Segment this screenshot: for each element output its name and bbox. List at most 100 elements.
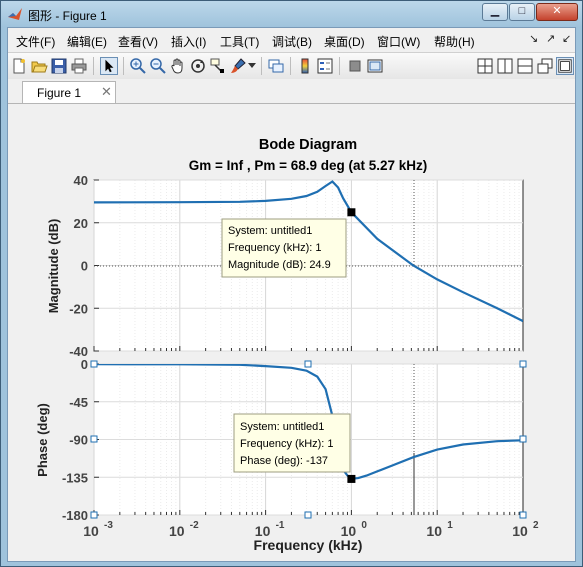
menu-window[interactable]: 窗口(W)	[377, 35, 421, 49]
magnitude-ticks	[93, 179, 520, 352]
resize-handle[interactable]	[304, 511, 312, 519]
menu-tools[interactable]: 工具(T)	[220, 35, 260, 49]
maximize-button[interactable]: □	[509, 3, 535, 21]
colorbar-icon[interactable]	[296, 57, 314, 75]
title-bar[interactable]: 图形 - Figure 1 ▁ □ ✕	[1, 1, 582, 27]
float-icon[interactable]	[536, 57, 554, 75]
datatip-line: System: untitled1	[240, 421, 324, 433]
datatip-marker[interactable]	[347, 474, 356, 483]
figure-canvas[interactable]: Bode Diagram Gm = Inf , Pm = 68.9 deg (a…	[8, 104, 575, 561]
resize-handle[interactable]	[519, 360, 527, 368]
tab-figure-1[interactable]: Figure 1 ✕	[22, 81, 116, 103]
menu-insert[interactable]: 插入(I)	[171, 35, 207, 49]
magnitude-datatip[interactable]: System: untitled1 Frequency (kHz): 1 Mag…	[221, 208, 356, 278]
show-plot-tools-icon[interactable]	[366, 57, 384, 75]
x-tick-exponent: -1	[276, 520, 285, 531]
x-tick-label: 10	[255, 523, 271, 539]
tile-horizontal-icon[interactable]	[496, 57, 514, 75]
menu-view[interactable]: 查看(V)	[118, 35, 158, 49]
close-button[interactable]: ✕	[536, 3, 578, 21]
zoom-in-icon[interactable]	[129, 57, 147, 75]
x-tick-label: 10	[426, 523, 442, 539]
tab-close-icon[interactable]: ✕	[101, 84, 112, 99]
y-tick-label: 0	[81, 259, 88, 274]
tile-vertical-icon[interactable]	[516, 57, 534, 75]
resize-handle[interactable]	[519, 511, 527, 519]
dock-icon[interactable]	[556, 57, 574, 75]
y-tick-label: -180	[62, 508, 88, 523]
new-figure-icon[interactable]	[10, 57, 28, 75]
y-tick-label: -45	[69, 395, 88, 410]
rotate-3d-icon[interactable]	[189, 57, 207, 75]
print-icon[interactable]	[70, 57, 88, 75]
tab-label: Figure 1	[37, 86, 82, 100]
datatip-box	[221, 218, 347, 278]
x-tick-exponent: 2	[533, 520, 539, 531]
pan-hand-icon[interactable]	[169, 57, 187, 75]
x-tick-exponent: -2	[190, 520, 199, 531]
datatip-line: Magnitude (dB): 24.9	[228, 259, 331, 271]
open-icon[interactable]	[30, 57, 48, 75]
x-tick-label: 10	[341, 523, 357, 539]
phase-tick-labels: -180 -135 -90 -45 0	[62, 357, 88, 523]
magnitude-curve[interactable]	[94, 180, 523, 323]
x-tick-label: 10	[169, 523, 185, 539]
resize-handle[interactable]	[90, 360, 98, 368]
frequency-tick-labels: 10 -3 10 -2 10 -1 10 0 10 1 10 2	[83, 520, 539, 539]
figure-client-area: 文件(F) 编辑(E) 查看(V) 插入(I) 工具(T) 调试(B) 桌面(D…	[7, 27, 576, 562]
x-tick-label: 10	[83, 523, 99, 539]
y-tick-label: -135	[62, 470, 88, 485]
brush-dropdown-icon[interactable]	[248, 63, 256, 69]
save-icon[interactable]	[50, 57, 68, 75]
hide-plot-tools-icon[interactable]	[346, 57, 364, 75]
phase-datatip[interactable]: System: untitled1 Frequency (kHz): 1 Pha…	[233, 413, 356, 483]
resize-handle[interactable]	[90, 511, 98, 519]
magnitude-axis-label: Magnitude (dB)	[46, 219, 61, 314]
minimize-button[interactable]: ▁	[482, 3, 508, 21]
magnitude-tick-labels: -40 -20 0 20 40	[69, 173, 88, 359]
phase-axes-handles[interactable]	[90, 360, 527, 519]
menu-edit[interactable]: 编辑(E)	[67, 35, 107, 49]
chart-subtitle: Gm = Inf , Pm = 68.9 deg (at 5.27 kHz)	[189, 158, 428, 173]
phase-axis-label: Phase (deg)	[35, 403, 50, 477]
figure-tab-strip: Figure 1 ✕	[8, 79, 575, 104]
datatip-line: Frequency (kHz): 1	[240, 438, 334, 450]
resize-handle[interactable]	[304, 360, 312, 368]
y-tick-label: -90	[69, 433, 88, 448]
x-tick-exponent: -3	[104, 520, 113, 531]
x-tick-label: 10	[512, 523, 528, 539]
zoom-out-icon[interactable]	[149, 57, 167, 75]
matlab-app-icon	[8, 8, 22, 20]
brush-icon[interactable]	[229, 57, 247, 75]
resize-handle[interactable]	[90, 435, 98, 443]
y-tick-label: 40	[74, 173, 88, 188]
datatip-line: System: untitled1	[228, 225, 312, 237]
menu-file[interactable]: 文件(F)	[16, 35, 56, 49]
x-tick-exponent: 1	[447, 520, 453, 531]
undock-arrow-icon[interactable]: ↗	[546, 33, 556, 45]
menu-desktop[interactable]: 桌面(D)	[324, 35, 365, 49]
dock-arrow-icon[interactable]: ↘	[529, 33, 539, 45]
y-tick-label: 0	[81, 357, 88, 372]
menu-debug[interactable]: 调试(B)	[272, 35, 312, 49]
pointer-icon[interactable]	[100, 57, 118, 75]
datatip-box	[233, 413, 351, 473]
datatip-marker[interactable]	[347, 208, 356, 217]
x-tick-exponent: 0	[361, 520, 367, 531]
datatip-line: Frequency (kHz): 1	[228, 242, 322, 254]
data-cursor-icon[interactable]	[209, 57, 227, 75]
menu-help[interactable]: 帮助(H)	[434, 35, 475, 49]
link-plot-icon[interactable]	[267, 57, 285, 75]
y-tick-label: -40	[69, 344, 88, 359]
tile-grid-icon[interactable]	[476, 57, 494, 75]
phase-curve[interactable]	[94, 364, 523, 481]
minimize-arrow-icon[interactable]: ↙	[562, 33, 572, 45]
y-tick-label: 20	[74, 216, 88, 231]
legend-icon[interactable]	[316, 57, 334, 75]
resize-handle[interactable]	[519, 435, 527, 443]
window-title: 图形 - Figure 1	[28, 9, 107, 23]
figure-toolbar	[8, 52, 575, 80]
datatip-line: Phase (deg): -137	[240, 455, 328, 467]
bode-diagram[interactable]: Bode Diagram Gm = Inf , Pm = 68.9 deg (a…	[8, 104, 575, 561]
